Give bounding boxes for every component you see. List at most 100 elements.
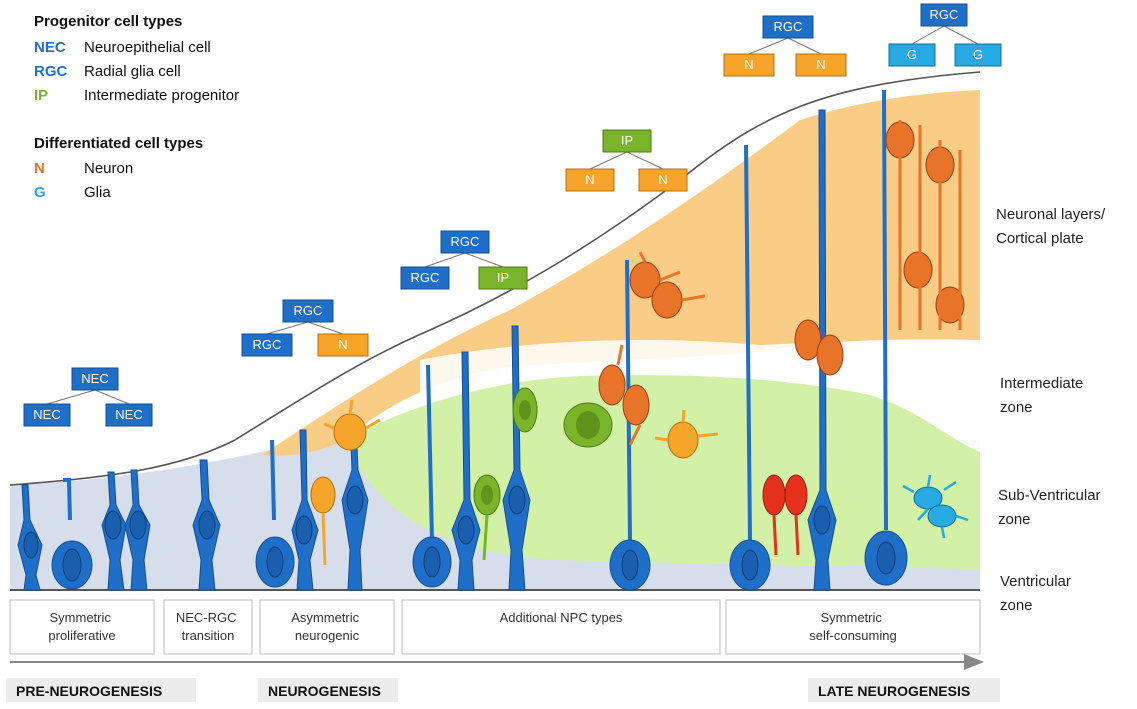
legend-desc-neuron: Neuron [84,160,133,177]
lineage-child-n-label: N [585,172,594,187]
lineage-child-nec-label: NEC [115,407,142,422]
lineage-connector [943,25,979,45]
phase-label-additional-npc: Additional NPC types [500,610,623,625]
zone-label-intermediate: Intermediate zone [1000,375,1088,416]
legend-differentiated-title: Differentiated cell types [34,135,203,152]
neuron-cell [762,474,808,556]
lineage-connector [46,389,96,405]
phase-label-symmetric-self-consuming: Symmetric self-consuming [809,610,896,643]
lineage-child-n-label: N [816,57,825,72]
lineage-child-g: G [888,43,936,67]
lineage-parent-nec: NEC [71,367,119,391]
nec-cell [101,471,127,591]
lineage-child-n: N [795,53,847,77]
ip-cells [473,387,613,561]
rgc-cell [291,429,319,591]
neuron-cell [629,251,706,319]
lineage-parent-ip-label: IP [621,133,633,148]
rgc-cell-dividing [864,89,908,586]
neuron-cells [310,120,965,566]
legend-desc-glia: Glia [84,184,111,201]
stage-labels: PRE-NEUROGENESIS NEUROGENESIS LATE NEURO… [6,678,1000,702]
stage-label-neurogenesis: NEUROGENESIS [268,683,381,699]
neuron-cell [654,409,719,459]
lineage-child-rgc: RGC [241,333,293,357]
neuron-cell [310,476,336,566]
phase-box-nec-rgc-transition [163,599,253,655]
ip-cell [512,387,538,433]
lineage-child-nec: NEC [23,403,71,427]
zone-label-subventricular: Sub-Ventricular zone [998,487,1105,528]
lineage-parent-nec-label: NEC [81,371,108,386]
phase-box-symmetric-proliferative [9,599,155,655]
lineage-connector [307,321,344,335]
lineage-parent-rgc: RGC [440,230,490,254]
legend-abbr-rgc: RGC [34,63,68,80]
lineage-child-n: N [723,53,775,77]
lineage-child-ip-label: IP [497,270,509,285]
legend-progenitor-title: Progenitor cell types [34,13,182,30]
rgc-cell-dividing [255,439,295,588]
lineage-child-ip: IP [478,266,528,290]
lineage-child-rgc: RGC [400,266,450,290]
lineage-child-rgc-label: RGC [253,337,282,352]
rgc-cell [451,351,481,591]
glia-cells [902,474,969,539]
neuron-cell [598,344,650,446]
lineage-connector [748,37,789,55]
legend-desc-rgc: Radial glia cell [84,63,181,80]
transition-cell [192,459,221,591]
lineage-parent-rgc: RGC [920,3,968,27]
lineage-child-rgc-label: RGC [411,270,440,285]
lineage-child-g-label: G [907,47,917,62]
legend: Progenitor cell types NEC Neuroepithelia… [34,13,239,201]
phase-boxes: Symmetric proliferative NEC-RGC transiti… [9,599,981,655]
phase-box-symmetric-self-consuming [725,599,981,655]
phase-label-asymmetric-neurogenic: Asymmetric neurogenic [291,610,363,643]
lineage-parent-rgc-label: RGC [451,234,480,249]
lineage-child-nec-label: NEC [33,407,60,422]
neuron-cell [323,399,381,451]
lineage-parent-ip: IP [602,129,652,153]
legend-abbr-glia: G [34,184,46,201]
stage-label-pre-neurogenesis: PRE-NEUROGENESIS [16,683,162,699]
stage-bg-pre-neurogenesis [6,678,196,702]
rgc-cell [341,419,369,591]
lineage-child-n-label: N [658,172,667,187]
lineage-connector [589,151,628,170]
legend-abbr-ip: IP [34,87,48,104]
lineage-parent-rgc-label: RGC [774,19,803,34]
lineage-child-n-label: N [338,337,347,352]
zone-label-ventricular: Ventricular zone [1000,573,1075,614]
stage-bg-late-neurogenesis [808,678,1000,702]
phase-label-nec-rgc-transition: NEC-RGC transition [176,610,240,643]
lineage-parent-rgc-label: RGC [294,303,323,318]
stage-label-late-neurogenesis: LATE NEUROGENESIS [818,683,970,699]
nec-cell [124,469,151,591]
zone-labels: Neuronal layers/ Cortical plate Intermed… [996,206,1109,614]
lineage-connector [424,252,466,268]
phase-label-symmetric-proliferative: Symmetric proliferative [48,610,115,643]
stage-bg-neurogenesis [258,678,398,702]
lineage-connector [911,25,945,45]
legend-desc-nec: Neuroepithelial cell [84,39,211,56]
lineage-child-n-label: N [744,57,753,72]
lineage-parent-rgc: RGC [282,299,334,323]
lineage-child-g: G [954,43,1002,67]
lineage-connector [626,151,664,170]
nec-cell-dividing [51,478,93,590]
zone-label-cortical-plate: Neuronal layers/ Cortical plate [996,206,1109,247]
rgc-cell-dividing [412,364,452,588]
neuron-cell [885,120,965,330]
lineage-parent-rgc-label: RGC [930,7,959,22]
legend-desc-ip: Intermediate progenitor [84,87,239,104]
phase-box-asymmetric-neurogenic [259,599,395,655]
lineage-trees: NEC NEC NEC RGC RGC N RGC RGC IP IP N N RGC N N RGC G G [23,3,1002,427]
lineage-child-n: N [638,168,688,192]
ip-cell [473,474,501,561]
lineage-child-nec: NEC [105,403,153,427]
pial-surface-line [9,71,981,486]
lineage-connector [94,389,130,405]
nec-cell [17,484,43,591]
